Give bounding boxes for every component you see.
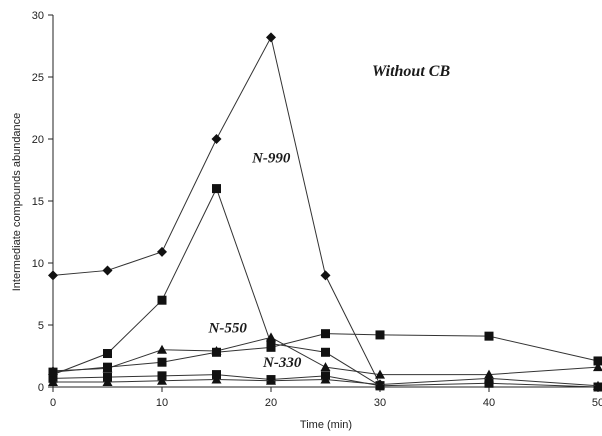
data-point xyxy=(375,379,385,389)
data-point xyxy=(266,332,276,342)
data-point xyxy=(103,349,112,359)
data-point xyxy=(266,32,276,43)
data-point xyxy=(593,380,602,390)
data-point xyxy=(48,367,58,377)
data-point xyxy=(484,373,494,383)
data-point xyxy=(211,374,222,384)
data-point xyxy=(593,356,602,366)
series-label: Without CB xyxy=(372,63,450,80)
y-tick-label: 0 xyxy=(38,382,44,394)
series-4 xyxy=(48,329,602,377)
data-point xyxy=(48,270,58,281)
data-point xyxy=(321,347,330,357)
labels-layer: Without CB N-990 N-550 N-330 xyxy=(208,63,451,371)
series-layer xyxy=(48,32,602,392)
data-point xyxy=(157,246,167,257)
x-tick-label: 20 xyxy=(265,397,277,409)
data-point xyxy=(212,184,221,194)
series-label: N-990 xyxy=(251,151,291,167)
x-axis-title: Time (min) xyxy=(300,419,352,431)
data-point xyxy=(103,362,112,372)
y-tick-label: 15 xyxy=(32,196,44,208)
series-1 xyxy=(48,184,385,391)
data-point xyxy=(320,374,331,384)
data-point xyxy=(157,344,167,354)
x-tick-label: 0 xyxy=(50,397,56,409)
series-label: N-550 xyxy=(208,320,248,336)
data-point xyxy=(320,270,331,281)
x-tick-label: 40 xyxy=(483,397,495,409)
x-tick-label: 10 xyxy=(156,397,168,409)
data-point xyxy=(212,347,221,357)
x-tick-label: 30 xyxy=(374,397,386,409)
series-label: N-330 xyxy=(262,355,302,371)
data-point xyxy=(266,375,276,385)
data-point xyxy=(102,377,113,387)
data-point xyxy=(593,362,602,372)
y-tick-label: 5 xyxy=(38,320,44,332)
data-point xyxy=(375,369,385,379)
data-point xyxy=(320,362,331,372)
y-tick-label: 10 xyxy=(32,258,44,270)
data-point xyxy=(211,134,222,144)
y-tick-label: 30 xyxy=(32,10,44,22)
data-point xyxy=(102,265,113,276)
axes: 0 5 10 15 20 25 30 0 10 20 30 40 50 xyxy=(32,10,602,409)
data-point xyxy=(266,342,276,352)
y-axis-title: Intermediate compounds abundance xyxy=(11,113,23,292)
data-point xyxy=(157,375,167,385)
data-point xyxy=(321,329,330,339)
data-point xyxy=(48,377,58,387)
data-point xyxy=(484,378,494,388)
data-point xyxy=(157,357,167,367)
x-tick-label: 50 xyxy=(592,397,602,409)
y-tick-label: 20 xyxy=(32,134,44,146)
data-point xyxy=(375,330,385,340)
data-point xyxy=(157,295,167,305)
series-5 xyxy=(48,373,602,390)
y-tick-label: 25 xyxy=(32,72,44,84)
data-point xyxy=(484,331,494,341)
